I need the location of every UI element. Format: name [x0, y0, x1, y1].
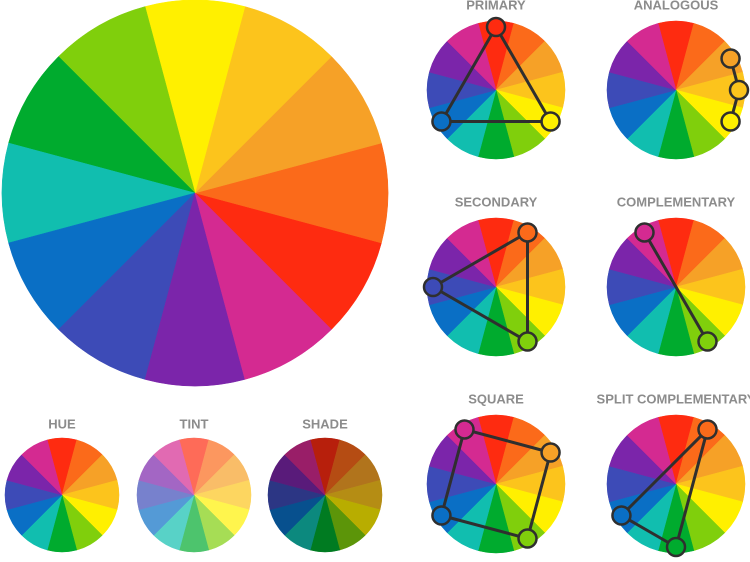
wheel-segment	[8, 192, 196, 330]
harmony-marker	[697, 331, 718, 352]
harmony-marker	[720, 111, 741, 132]
color-wheel	[426, 20, 566, 160]
harmony-marker	[431, 111, 452, 132]
color-wheel	[267, 437, 383, 553]
harmony-connector	[431, 230, 529, 344]
wheel-segment	[58, 6, 196, 194]
harmony-marker	[728, 79, 750, 101]
harmony-connector	[619, 427, 709, 549]
harmony-marker	[697, 419, 718, 440]
harmony-marker	[665, 536, 687, 558]
variant-label: TINT	[180, 416, 209, 431]
wheel-segment	[21, 439, 63, 496]
variant-label: SHADE	[302, 416, 348, 431]
wheel-segment	[626, 23, 677, 91]
wheel-segment	[194, 142, 389, 244]
variant-label: HUE	[48, 416, 76, 431]
harmony-label: SECONDARY	[455, 194, 538, 209]
wheel-segment	[284, 439, 326, 496]
harmony-marker	[517, 331, 538, 352]
harmony-marker	[540, 442, 561, 463]
harmony-marker	[485, 16, 507, 38]
color-wheel	[426, 414, 566, 554]
color-wheel	[1, 0, 389, 387]
wheel-segment	[194, 192, 332, 380]
harmony-marker	[454, 419, 475, 440]
wheel-segment	[1, 142, 196, 244]
wheel-segment	[194, 192, 382, 330]
harmony-connector	[643, 231, 709, 343]
wheel-segment	[144, 0, 246, 194]
wheel-segment	[194, 6, 332, 194]
color-wheel	[426, 217, 566, 357]
harmony-marker	[517, 528, 538, 549]
harmony-marker	[431, 505, 452, 526]
harmony-marker	[611, 505, 632, 526]
color-wheel	[606, 20, 746, 160]
harmony-marker	[422, 276, 444, 298]
wheel-segment	[626, 417, 677, 485]
color-wheel	[4, 437, 120, 553]
harmony-label: SQUARE	[468, 391, 524, 406]
wheel-segment	[153, 439, 195, 496]
wheel-segment	[58, 192, 196, 380]
harmony-label: COMPLEMENTARY	[617, 194, 736, 209]
color-wheel	[606, 217, 746, 357]
harmony-label: PRIMARY	[466, 0, 526, 12]
wheel-segment	[446, 23, 497, 91]
harmony-marker	[720, 48, 741, 69]
color-wheel	[606, 414, 746, 554]
harmony-marker	[517, 222, 538, 243]
color-wheel	[136, 437, 252, 553]
wheel-segment	[446, 220, 497, 288]
harmony-marker	[540, 111, 561, 132]
wheel-segment	[194, 56, 382, 194]
harmony-marker	[634, 222, 655, 243]
wheel-segment	[144, 192, 246, 387]
harmony-connector	[439, 25, 553, 123]
wheel-segment	[8, 56, 196, 194]
harmony-label: SPLIT COMPLEMENTARY	[597, 391, 750, 406]
harmony-label: ANALOGOUS	[634, 0, 719, 12]
